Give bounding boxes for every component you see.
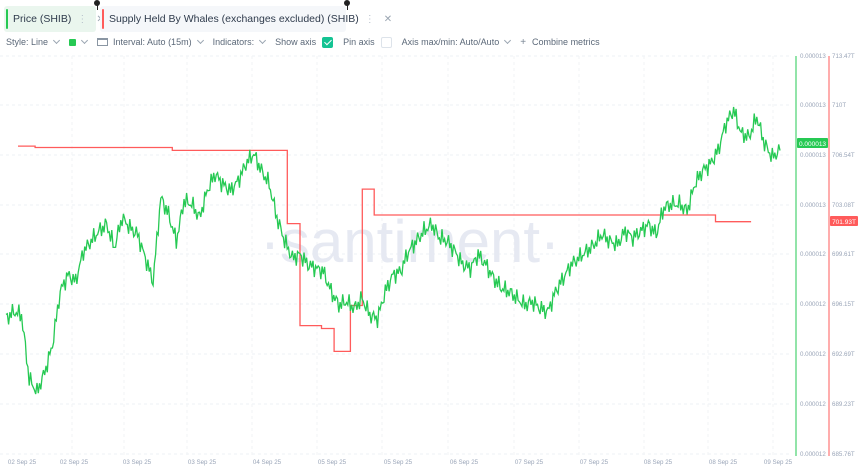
whales-color-bar <box>102 9 104 29</box>
svg-text:0.000012: 0.000012 <box>800 401 826 408</box>
svg-text:05 Sep 25: 05 Sep 25 <box>384 459 413 466</box>
price-line[interactable] <box>5 106 781 395</box>
axis-maxmin-dropdown[interactable]: Axis max/min: Auto/Auto <box>401 36 512 47</box>
svg-text:08 Sep 25: 08 Sep 25 <box>709 459 738 466</box>
pin-axis-label: Pin axis <box>343 37 375 47</box>
svg-text:0.000012: 0.000012 <box>800 251 826 258</box>
svg-text:0.000013: 0.000013 <box>799 141 826 148</box>
calendar-icon <box>97 38 109 46</box>
svg-text:06 Sep 25: 06 Sep 25 <box>450 459 479 466</box>
close-icon[interactable]: ✕ <box>383 13 393 25</box>
svg-text:0.000013: 0.000013 <box>800 202 826 209</box>
interval-label: Interval: Auto (15m) <box>113 37 192 47</box>
axis-maxmin-label: Axis max/min: Auto/Auto <box>401 37 500 47</box>
chevron-down-icon <box>80 36 89 45</box>
svg-text:699.61T: 699.61T <box>832 251 855 258</box>
tab-supply-held-by-whales[interactable]: Supply Held By Whales (exchanges exclude… <box>100 0 392 32</box>
whales-supply-line[interactable] <box>18 145 752 353</box>
y-axis-ticks: 0.000013 713.47T 0.000013 710T 0.000013 706.5… <box>800 53 855 458</box>
combine-metrics-label: Combine metrics <box>532 37 600 47</box>
svg-text:692.69T: 692.69T <box>832 351 855 358</box>
whales-current-badge: 701.93T <box>830 216 858 226</box>
svg-text:0.000012: 0.000012 <box>800 301 826 308</box>
interval-dropdown[interactable]: Interval: Auto (15m) <box>97 36 204 47</box>
chevron-down-icon <box>52 36 61 45</box>
price-color-bar <box>6 9 8 29</box>
svg-text:05 Sep 25: 05 Sep 25 <box>318 459 347 466</box>
svg-text:0.000013: 0.000013 <box>800 152 826 159</box>
chevron-down-icon <box>196 36 204 45</box>
svg-text:703.08T: 703.08T <box>832 202 855 209</box>
svg-text:0.000012: 0.000012 <box>800 351 826 358</box>
svg-text:07 Sep 25: 07 Sep 25 <box>580 459 609 466</box>
svg-text:03 Sep 25: 03 Sep 25 <box>188 459 217 466</box>
show-axis-label: Show axis <box>275 37 317 47</box>
svg-text:04 Sep 25: 04 Sep 25 <box>253 459 282 466</box>
svg-text:02 Sep 25: 02 Sep 25 <box>60 459 89 466</box>
svg-text:02 Sep 25: 02 Sep 25 <box>8 459 37 466</box>
santiment-watermark: ·santiment· <box>260 208 560 275</box>
plus-icon: + <box>520 36 527 48</box>
indicators-dropdown[interactable]: Indicators: <box>212 36 267 47</box>
svg-text:0.000013: 0.000013 <box>800 53 826 60</box>
show-axis-toggle[interactable]: Show axis <box>275 36 334 48</box>
chevron-down-icon <box>504 36 512 45</box>
svg-text:696.15T: 696.15T <box>832 301 855 308</box>
pin-icon[interactable] <box>94 0 100 10</box>
svg-text:689.23T: 689.23T <box>832 401 855 408</box>
pin-icon[interactable] <box>344 0 350 10</box>
pin-axis-checkbox[interactable] <box>380 36 392 48</box>
chart-settings-bar: Style: Line Interval: Auto (15m) Indicat… <box>6 34 610 50</box>
price-current-badge: 0.000013 <box>797 138 828 148</box>
show-axis-checkbox[interactable] <box>322 36 334 48</box>
svg-text:685.76T: 685.76T <box>832 451 855 458</box>
metric-tabs: Price (SHIB) ⋮ ✕ Supply Held By Whales (… <box>4 0 392 32</box>
svg-text:08 Sep 25: 08 Sep 25 <box>644 459 673 466</box>
svg-text:09 Sep 25: 09 Sep 25 <box>764 459 793 466</box>
tab-label: Price (SHIB) <box>13 13 72 25</box>
svg-text:0.000012: 0.000012 <box>800 451 826 458</box>
color-swatch <box>69 38 77 46</box>
style-label: Style: Line <box>6 37 49 47</box>
style-dropdown[interactable]: Style: Line <box>6 36 61 47</box>
svg-text:710T: 710T <box>832 102 846 109</box>
svg-text:706.54T: 706.54T <box>832 152 855 159</box>
tab-price-shib[interactable]: Price (SHIB) ⋮ ✕ <box>4 0 105 32</box>
svg-text:07 Sep 25: 07 Sep 25 <box>515 459 544 466</box>
color-dropdown[interactable] <box>69 36 89 46</box>
svg-text:701.93T: 701.93T <box>832 219 856 226</box>
svg-text:03 Sep 25: 03 Sep 25 <box>123 459 152 466</box>
indicators-label: Indicators: <box>212 37 255 47</box>
grid-lines <box>0 55 792 456</box>
x-axis-ticks: 02 Sep 25 02 Sep 25 03 Sep 25 03 Sep 25 04 S… <box>8 459 793 466</box>
pin-axis-toggle[interactable]: Pin axis <box>343 36 392 48</box>
combine-metrics-button[interactable]: + Combine metrics <box>520 37 599 48</box>
chevron-down-icon <box>259 36 267 45</box>
more-options-icon[interactable]: ⋮ <box>77 13 87 25</box>
tab-label: Supply Held By Whales (exchanges exclude… <box>109 13 359 25</box>
more-options-icon[interactable]: ⋮ <box>364 13 375 25</box>
chart-area[interactable]: ·santiment· 0.000013 713.47T 0.000013 710T 0… <box>0 52 860 469</box>
svg-text:713.47T: 713.47T <box>832 53 855 60</box>
svg-text:0.000013: 0.000013 <box>800 102 826 109</box>
